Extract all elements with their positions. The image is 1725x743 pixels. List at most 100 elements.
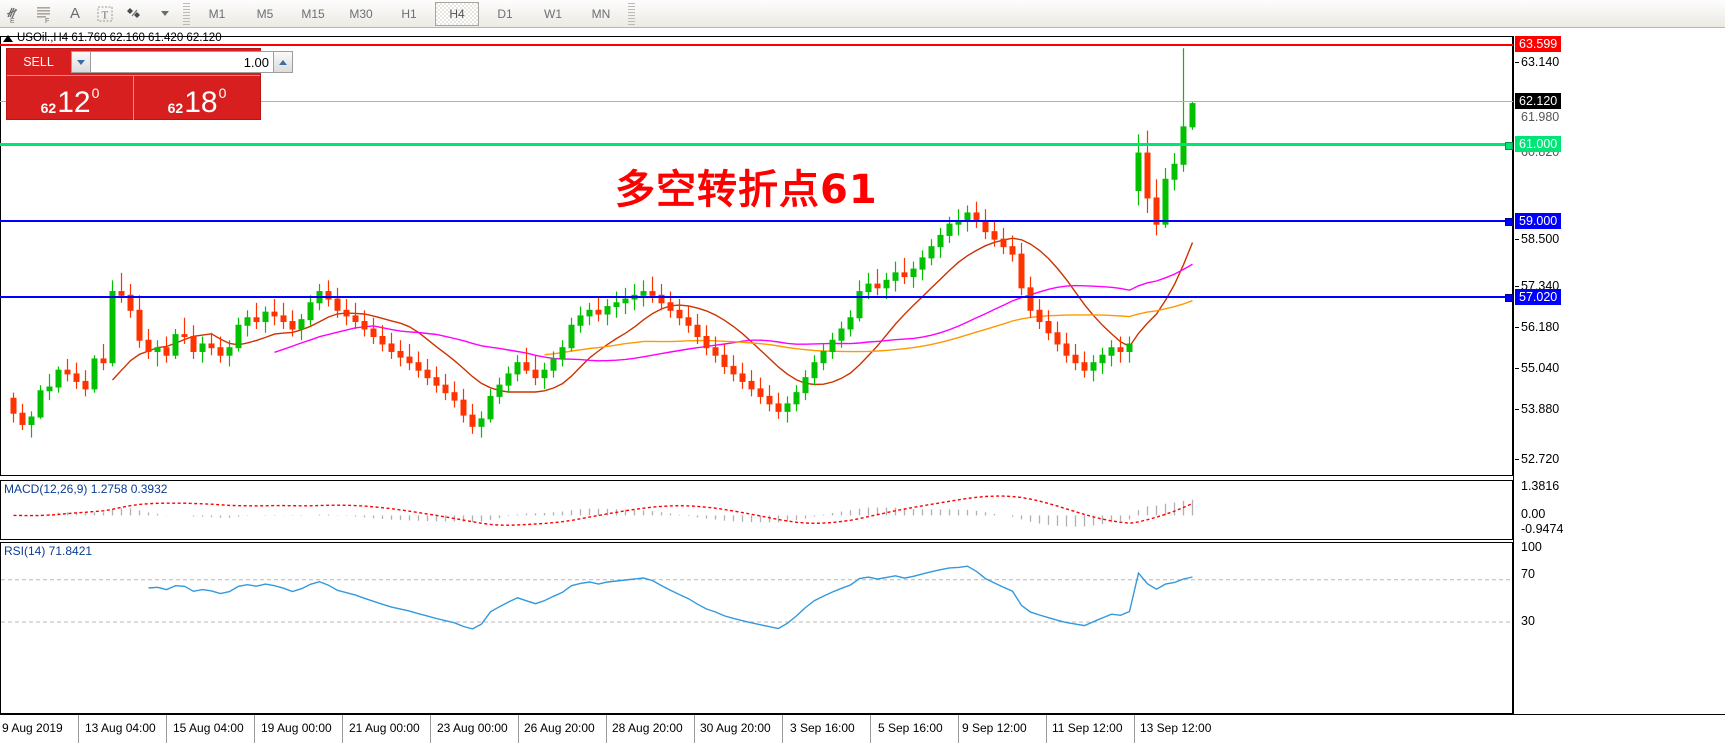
- candle-body: [991, 231, 998, 240]
- candle-body: [514, 362, 521, 375]
- timeframe-mn[interactable]: MN: [591, 6, 611, 21]
- svg-text:F: F: [45, 18, 49, 24]
- objects-dropdown-icon[interactable]: [150, 1, 180, 27]
- text-label-icon[interactable]: T: [90, 1, 120, 27]
- candle-body: [1045, 321, 1052, 334]
- time-axis-label: 23 Aug 00:00: [437, 721, 508, 735]
- candle-body: [757, 388, 764, 397]
- time-axis-label: 3 Sep 16:00: [790, 721, 855, 735]
- indicators-icon[interactable]: E: [0, 1, 30, 27]
- price-tag-level-61[interactable]: 61.000: [1515, 136, 1562, 152]
- timeframe-m1[interactable]: M1: [208, 6, 226, 21]
- objects-icon[interactable]: [120, 1, 150, 27]
- candle-body: [595, 309, 602, 315]
- candle-body: [226, 347, 233, 356]
- time-axis-separator: [694, 715, 695, 743]
- timeframe-m30[interactable]: M30: [349, 6, 373, 21]
- candle-body: [775, 403, 782, 412]
- timeframe-w1[interactable]: W1: [544, 6, 562, 21]
- text-tool-icon[interactable]: A: [69, 5, 80, 22]
- candle-body: [604, 306, 611, 315]
- level-line-57020[interactable]: [0, 294, 1513, 302]
- level-line-61000[interactable]: [0, 142, 1513, 150]
- timeframe-m5[interactable]: M5: [256, 6, 274, 21]
- candle-body: [1027, 287, 1034, 311]
- buy-price-main: 18: [184, 86, 218, 119]
- timeframe-h4[interactable]: H4: [435, 1, 479, 26]
- candle-body: [307, 302, 314, 321]
- level-line-63599[interactable]: [0, 44, 1513, 46]
- volume-increment-button[interactable]: [273, 51, 293, 73]
- rsi-indicator-title[interactable]: RSI(14) 71.8421: [4, 544, 93, 558]
- time-axis-label: 15 Aug 04:00: [173, 721, 244, 735]
- macd-signal-line: [13, 495, 1193, 526]
- candle-body: [388, 343, 395, 352]
- candle-body: [1135, 152, 1142, 191]
- candle-body: [298, 319, 305, 330]
- timeframe-m15[interactable]: M15: [301, 6, 325, 21]
- moving-average-line: [544, 300, 1193, 356]
- level-line-59000[interactable]: [0, 218, 1513, 226]
- candle-body: [505, 373, 512, 386]
- templates-icon[interactable]: F: [30, 1, 60, 27]
- macd-axis-label: -0.9474: [1521, 522, 1564, 536]
- candle-body: [469, 414, 476, 427]
- candle-body: [532, 369, 539, 379]
- candle-body: [568, 324, 575, 349]
- price-tag-level-59[interactable]: 59.000: [1515, 213, 1562, 229]
- candle-body: [766, 395, 773, 405]
- symbol-header: USOil.,H4 61.760 62.160 61.420 62.120: [0, 31, 222, 45]
- macd-indicator-title[interactable]: MACD(12,26,9) 1.2758 0.3932: [4, 482, 168, 496]
- macd-pane[interactable]: [0, 480, 1513, 540]
- candle-body: [100, 358, 107, 364]
- candle-body: [559, 347, 566, 360]
- svg-text:E: E: [10, 18, 15, 24]
- price-tag-stoploss[interactable]: 63.599: [1515, 36, 1562, 52]
- timeframe-h1[interactable]: H1: [401, 6, 417, 21]
- sell-button[interactable]: SELL: [23, 55, 54, 69]
- buy-price-quote[interactable]: 62 18 0: [133, 76, 260, 120]
- buy-price-point: 0: [218, 85, 227, 101]
- one-click-trading-panel[interactable]: SELL BUY 62 12 0 62 18 0: [6, 48, 338, 120]
- candle-body: [658, 294, 665, 304]
- rsi-canvas: [1, 565, 1512, 630]
- chart-annotation-text[interactable]: 多空转折点61: [615, 167, 878, 213]
- sell-price-quote[interactable]: 62 12 0: [7, 76, 133, 120]
- candle-body: [163, 347, 170, 356]
- candle-body: [1000, 238, 1007, 248]
- candle-body: [280, 315, 287, 323]
- candle-body: [199, 343, 206, 352]
- time-axis-label: 13 Aug 04:00: [85, 721, 156, 735]
- candle-body: [856, 291, 863, 319]
- time-axis[interactable]: 9 Aug 2019 13 Aug 04:00 15 Aug 04:00 19 Aug…: [0, 714, 1725, 743]
- time-axis-label: 5 Sep 16:00: [878, 721, 943, 735]
- timeframe-d1[interactable]: D1: [497, 6, 513, 21]
- candle-body: [1063, 343, 1070, 356]
- candle-body: [10, 397, 17, 414]
- candle-body: [109, 291, 116, 364]
- rsi-pane[interactable]: [0, 542, 1513, 714]
- time-axis-separator: [78, 715, 79, 743]
- volume-decrement-button[interactable]: [71, 51, 91, 73]
- buy-button[interactable]: BUY: [312, 55, 339, 69]
- price-tag-last[interactable]: 62.120: [1515, 93, 1562, 109]
- candle-body: [325, 291, 332, 300]
- candle-body: [1009, 246, 1016, 255]
- candle-body: [928, 246, 935, 259]
- candle-body: [145, 339, 152, 352]
- collapse-triangle-icon[interactable]: [3, 34, 13, 42]
- candle-body: [397, 350, 404, 358]
- toolbar-divider-end: [628, 2, 635, 25]
- candle-body: [1189, 103, 1196, 128]
- candle-body: [982, 219, 989, 233]
- price-tag-level-57[interactable]: 57.020: [1515, 289, 1562, 305]
- candle-body: [847, 317, 854, 330]
- main-toolbar: E F A T M1 M5 M15 M30 H1 H4 D1 W: [0, 0, 1725, 28]
- time-axis-separator: [606, 715, 607, 743]
- sell-price-main: 12: [57, 86, 91, 119]
- price-axis[interactable]: 63.14059.66058.50057.34056.18055.04053.8…: [1513, 36, 1725, 714]
- buy-price-integer: 62: [167, 100, 184, 116]
- candle-body: [694, 324, 701, 337]
- volume-input[interactable]: [91, 51, 273, 73]
- candle-body: [1144, 152, 1151, 199]
